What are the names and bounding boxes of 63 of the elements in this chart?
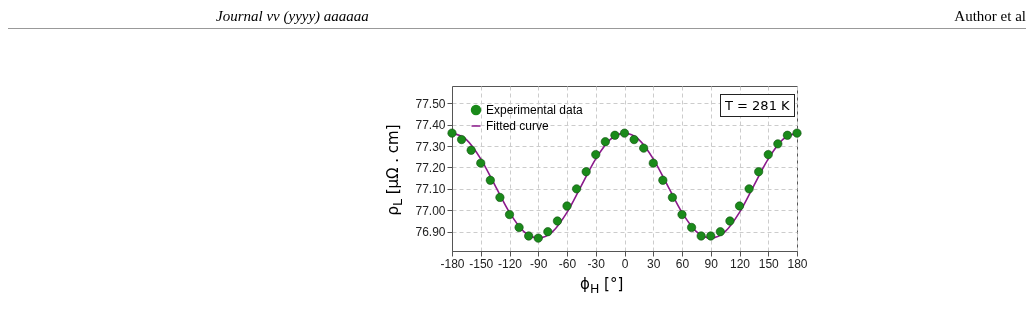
x-tick-label: -30 [587, 256, 606, 271]
point [754, 167, 764, 177]
x-tick-label: -120 [497, 256, 523, 271]
point [648, 158, 658, 168]
point [476, 158, 486, 168]
point [581, 167, 591, 177]
y-tick-label: 77.00 [415, 203, 446, 218]
point [514, 222, 524, 232]
x-tick-label: 60 [675, 256, 690, 271]
point [524, 231, 534, 241]
x-tick-label: -180 [440, 256, 465, 271]
y-tick-label: 77.20 [415, 160, 446, 175]
y-tick-label: 77.10 [415, 182, 446, 197]
point [600, 137, 610, 147]
x-tick-label: 120 [729, 256, 751, 271]
point [725, 216, 735, 226]
point [677, 210, 687, 220]
point [735, 201, 744, 211]
point [763, 150, 773, 160]
point [744, 184, 754, 194]
point [639, 143, 649, 153]
text: Journal vv (yyyy) aaaaaa [216, 8, 369, 25]
point [773, 139, 783, 149]
x-tick-label: -90 [530, 256, 548, 271]
x-axis-title: ϕ$_{H}$ [°] [580, 275, 624, 296]
point [562, 201, 572, 211]
point [485, 175, 495, 185]
point [505, 210, 514, 220]
annotation: T = 281 K [720, 94, 795, 117]
x-tick-label: -60 [558, 256, 577, 271]
point [572, 184, 582, 194]
point [591, 150, 601, 160]
point [457, 135, 467, 145]
x-tick-label: 180 [787, 256, 808, 271]
point [715, 227, 725, 237]
y-tick-label: 77.30 [415, 139, 446, 154]
point [658, 175, 668, 185]
text: Author et al [954, 8, 1026, 25]
point [610, 130, 620, 140]
point [706, 231, 716, 241]
legend-label: Fitted curve [486, 119, 550, 133]
point [495, 192, 505, 202]
x-tick-label: 30 [647, 256, 661, 271]
point [687, 222, 697, 232]
legend-label: Experimental data [486, 103, 584, 117]
x-tick-label: 90 [704, 256, 719, 271]
y-tick-label: 77.50 [415, 96, 446, 111]
point [696, 231, 706, 241]
point [533, 233, 543, 243]
point [667, 192, 677, 202]
point [447, 128, 457, 138]
y-tick-label: 77.40 [415, 118, 446, 133]
point [620, 128, 629, 138]
point [543, 227, 553, 237]
x-tick-label: 0 [621, 256, 629, 271]
x-tick-label: -150 [469, 256, 494, 271]
y-tick-label: 76.90 [415, 225, 446, 240]
x-tick-label: 150 [758, 256, 780, 271]
point [552, 216, 562, 226]
point [629, 135, 639, 145]
point [792, 128, 802, 138]
point [782, 130, 792, 140]
point [466, 145, 476, 155]
